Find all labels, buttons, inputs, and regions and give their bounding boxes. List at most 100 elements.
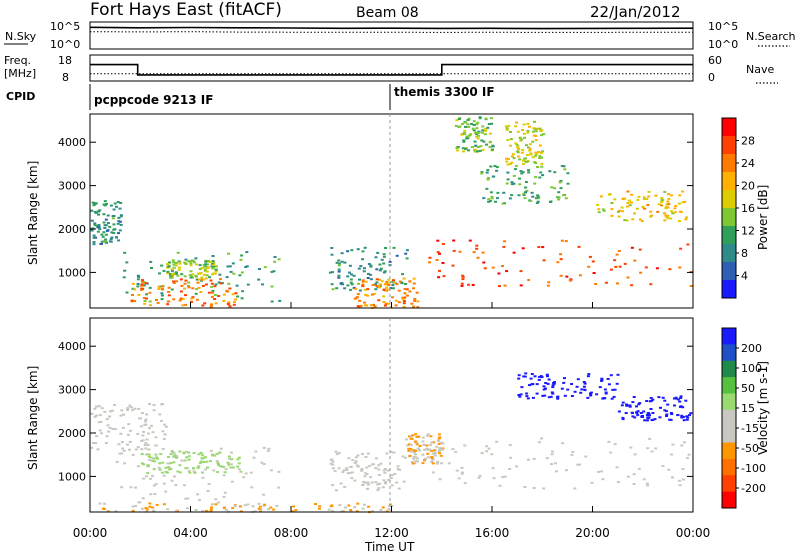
heatmap-cell xyxy=(496,191,500,194)
heatmap-cell xyxy=(120,409,124,412)
heatmap-cell xyxy=(416,300,420,303)
heatmap-cell xyxy=(377,474,381,476)
heatmap-cell xyxy=(528,149,532,152)
heatmap-cell xyxy=(187,469,191,472)
heatmap-cell xyxy=(520,138,524,141)
heatmap-cell xyxy=(597,470,600,473)
heatmap-cell xyxy=(647,190,651,193)
heatmap-cell xyxy=(535,202,539,204)
heatmap-cell xyxy=(451,264,455,267)
heatmap-cell xyxy=(348,472,352,474)
heatmap-cell xyxy=(648,437,652,440)
heatmap-cell xyxy=(412,458,416,461)
heatmap-cell xyxy=(143,300,147,302)
heatmap-cell xyxy=(441,447,445,450)
heatmap-cell xyxy=(184,467,188,470)
heatmap-cell xyxy=(93,222,97,225)
heatmap-cell xyxy=(507,124,511,127)
heatmap-cell xyxy=(145,475,148,478)
heatmap-cell xyxy=(188,471,192,474)
heatmap-cell xyxy=(162,482,166,485)
heatmap-cell xyxy=(183,484,187,487)
heatmap-cell xyxy=(432,441,436,444)
heatmap-cell xyxy=(158,272,161,275)
heatmap-cell xyxy=(559,180,563,182)
heatmap-cell xyxy=(409,437,413,440)
heatmap-cell xyxy=(490,195,494,198)
heatmap-cell xyxy=(479,145,483,148)
velocity-y-axis-label: Slant Range [km] xyxy=(26,366,40,470)
heatmap-cell xyxy=(175,455,179,458)
colorbar-tick-label: 28 xyxy=(741,135,755,148)
heatmap-cell xyxy=(592,272,596,274)
heatmap-cell xyxy=(527,279,531,281)
heatmap-cell xyxy=(601,397,605,400)
heatmap-cell xyxy=(356,293,360,296)
heatmap-cell xyxy=(561,442,565,445)
heatmap-cell xyxy=(218,451,222,454)
heatmap-cell xyxy=(102,231,106,234)
heatmap-cell xyxy=(529,377,533,380)
heatmap-cell xyxy=(360,468,364,470)
heatmap-cell xyxy=(415,435,419,438)
heatmap-cell xyxy=(496,197,499,200)
heatmap-cell xyxy=(199,460,203,463)
heatmap-cell xyxy=(201,278,205,281)
colorbar-swatch xyxy=(722,226,736,245)
heatmap-cell xyxy=(211,291,215,294)
heatmap-cell xyxy=(404,283,408,285)
heatmap-cell xyxy=(506,139,510,141)
heatmap-cell xyxy=(225,276,229,279)
heatmap-cell xyxy=(403,292,407,295)
heatmap-cell xyxy=(363,503,367,506)
heatmap-cell xyxy=(645,198,649,200)
y-tick-label: 1000 xyxy=(58,470,86,483)
heatmap-cell xyxy=(637,195,641,198)
heatmap-cell xyxy=(231,466,235,469)
heatmap-cell xyxy=(380,280,384,283)
heatmap-cell xyxy=(117,443,121,446)
heatmap-cell xyxy=(589,392,592,395)
heatmap-cell xyxy=(140,507,144,510)
heatmap-cell xyxy=(475,135,479,138)
heatmap-cell xyxy=(109,238,113,240)
heatmap-cell xyxy=(532,457,536,460)
heatmap-cell xyxy=(170,268,174,271)
heatmap-cell xyxy=(262,446,266,449)
heatmap-cell xyxy=(528,147,532,150)
heatmap-cell xyxy=(117,232,120,235)
colorbar-swatch xyxy=(722,244,736,263)
heatmap-cell xyxy=(119,414,123,417)
heatmap-cell xyxy=(489,117,493,120)
heatmap-cell xyxy=(510,155,514,158)
heatmap-cell xyxy=(227,457,231,460)
heatmap-cell xyxy=(397,289,401,292)
heatmap-cell xyxy=(217,501,220,504)
heatmap-cell xyxy=(145,297,148,300)
heatmap-cell xyxy=(347,457,351,460)
heatmap-cell xyxy=(505,270,509,273)
heatmap-cell xyxy=(551,392,555,395)
heatmap-cell xyxy=(243,504,247,507)
heatmap-cell xyxy=(447,462,451,465)
y-tick-label: 2000 xyxy=(58,223,86,236)
heatmap-cell xyxy=(626,205,630,208)
heatmap-cell xyxy=(189,264,193,267)
heatmap-cell xyxy=(167,286,171,289)
heatmap-cell xyxy=(168,261,171,264)
heatmap-cell xyxy=(192,261,196,264)
heatmap-cell xyxy=(509,138,513,141)
heatmap-cell xyxy=(545,373,549,376)
heatmap-cell xyxy=(570,395,574,397)
heatmap-cell xyxy=(636,410,640,413)
heatmap-cell xyxy=(186,260,190,263)
heatmap-cell xyxy=(160,471,164,474)
heatmap-cell xyxy=(686,243,690,246)
heatmap-cell xyxy=(551,384,555,387)
heatmap-cell xyxy=(474,131,478,134)
heatmap-cell xyxy=(378,269,382,272)
heatmap-cell xyxy=(151,475,155,478)
x-tick-label: 00:00 xyxy=(676,526,711,540)
heatmap-cell xyxy=(254,450,258,453)
heatmap-cell xyxy=(356,305,360,308)
